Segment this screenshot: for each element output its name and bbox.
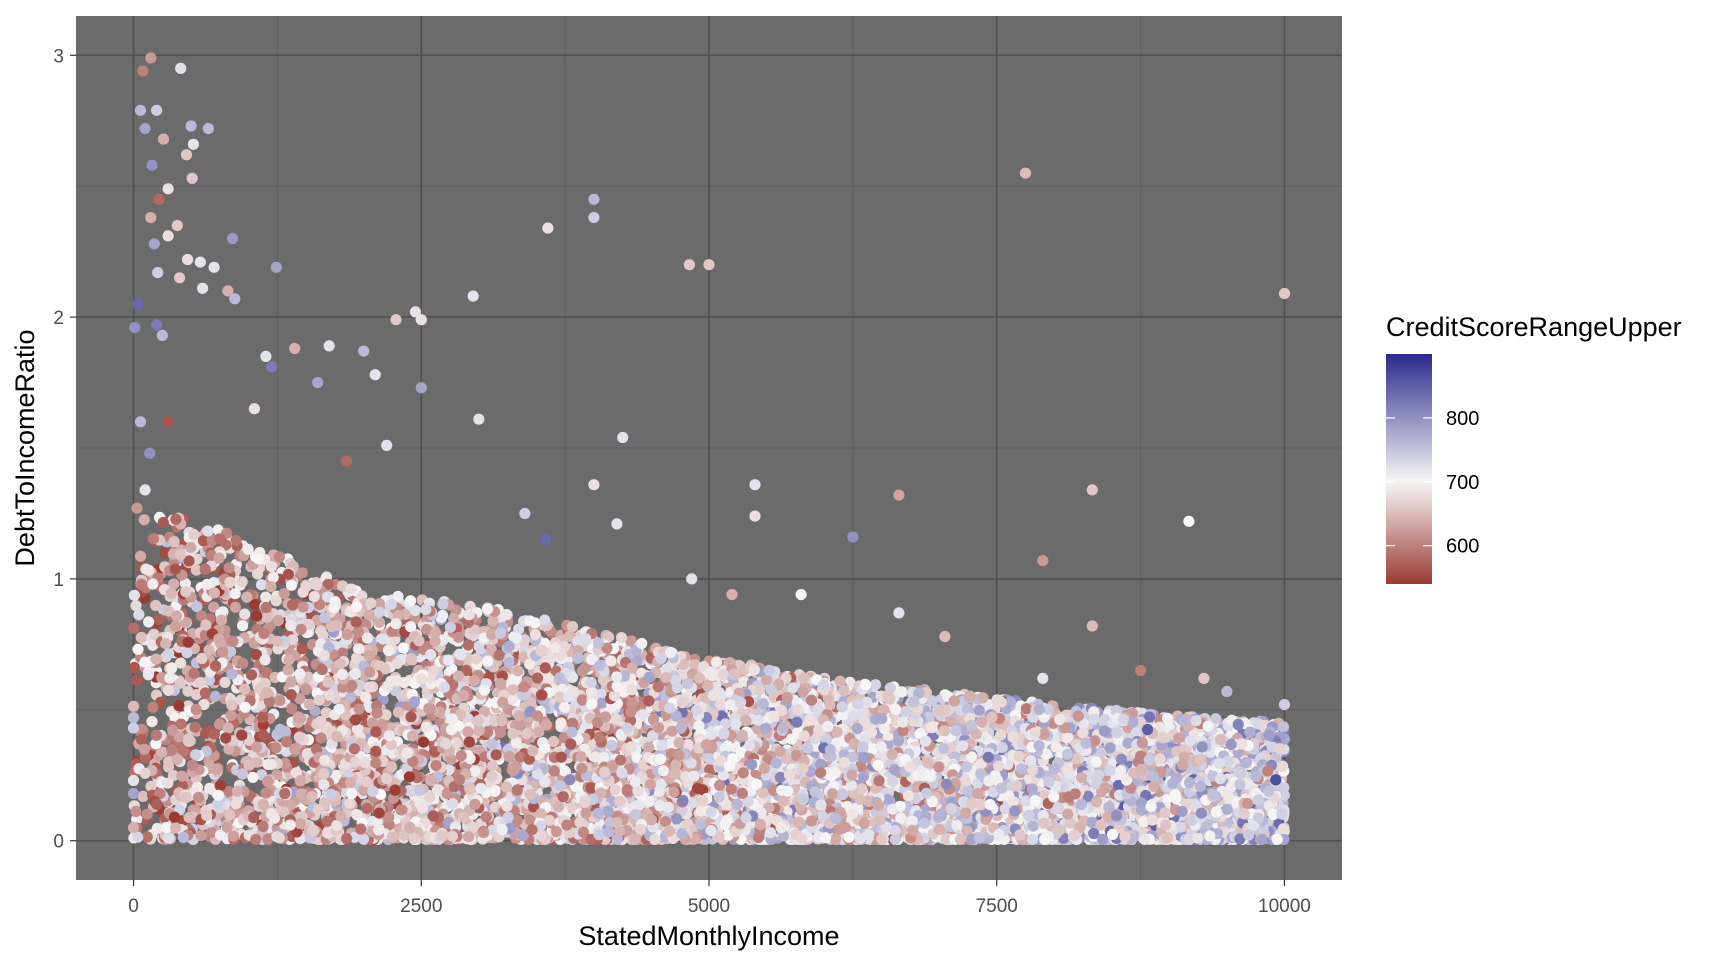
data-point	[249, 598, 261, 610]
data-point	[153, 613, 165, 626]
data-point	[186, 628, 198, 640]
data-point	[250, 649, 262, 661]
data-point	[162, 761, 175, 773]
data-point	[576, 665, 588, 677]
data-point	[208, 601, 220, 613]
data-point	[130, 600, 142, 612]
data-point	[212, 524, 224, 536]
data-point	[168, 578, 180, 590]
data-point	[131, 674, 143, 686]
data-point	[179, 577, 191, 590]
data-point	[197, 535, 210, 547]
data-point	[205, 826, 217, 838]
data-point	[296, 567, 308, 579]
data-point	[213, 718, 226, 731]
data-point	[159, 547, 171, 559]
data-point	[190, 564, 202, 576]
data-point	[128, 700, 140, 712]
data-point	[322, 578, 334, 590]
data-point	[239, 608, 251, 620]
data-point	[435, 611, 447, 624]
data-point	[237, 620, 249, 632]
data-point	[128, 661, 140, 674]
data-point	[137, 790, 149, 803]
data-point	[487, 615, 499, 627]
data-point	[403, 785, 415, 797]
data-points	[127, 52, 1291, 846]
data-point	[273, 551, 285, 563]
data-point	[175, 657, 187, 669]
data-point	[225, 709, 237, 721]
data-point	[704, 764, 716, 776]
data-point	[156, 746, 168, 758]
data-point	[869, 679, 882, 691]
data-point	[320, 707, 332, 719]
data-point	[682, 739, 694, 751]
data-point	[597, 674, 610, 686]
data-point	[485, 643, 497, 656]
data-point	[337, 647, 349, 659]
data-point	[141, 831, 153, 843]
data-point	[190, 689, 202, 701]
data-point	[145, 780, 157, 793]
data-point	[391, 657, 403, 670]
